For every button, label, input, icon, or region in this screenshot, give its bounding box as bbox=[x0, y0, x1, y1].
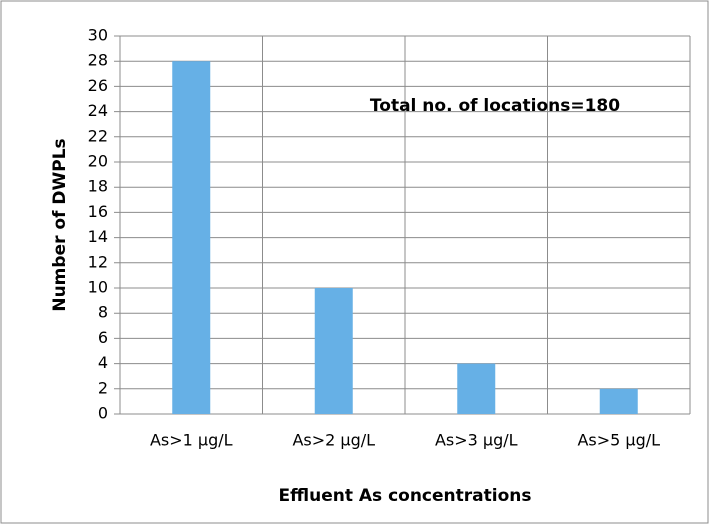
y-tick-label: 4 bbox=[98, 353, 108, 372]
bar bbox=[457, 363, 496, 414]
bar bbox=[172, 61, 211, 414]
y-tick-label: 6 bbox=[98, 328, 108, 347]
y-tick-label: 24 bbox=[88, 101, 108, 120]
y-tick-label: 0 bbox=[98, 404, 108, 423]
x-axis-title: Effluent As concentrations bbox=[279, 486, 532, 506]
y-axis-title: Number of DWPLs bbox=[50, 138, 70, 311]
bar bbox=[314, 288, 353, 414]
y-tick-label: 30 bbox=[88, 26, 108, 45]
y-tick-label: 12 bbox=[88, 252, 108, 271]
y-tick-label: 16 bbox=[88, 202, 108, 221]
y-tick-label: 26 bbox=[88, 76, 108, 95]
y-tick-label: 22 bbox=[88, 126, 108, 145]
annotation: Total no. of locations=180 bbox=[370, 96, 620, 116]
y-tick-label: 10 bbox=[88, 278, 108, 297]
y-tick-label: 18 bbox=[88, 177, 108, 196]
x-tick-label: As>5 µg/L bbox=[577, 431, 660, 450]
y-tick-label: 28 bbox=[88, 51, 108, 70]
y-tick-label: 2 bbox=[98, 378, 108, 397]
x-tick-label: As>3 µg/L bbox=[435, 431, 518, 450]
y-tick-label: 20 bbox=[88, 152, 108, 171]
y-tick-label: 14 bbox=[88, 227, 108, 246]
bar bbox=[599, 388, 638, 414]
x-tick-label: As>1 µg/L bbox=[150, 431, 233, 450]
x-tick-label: As>2 µg/L bbox=[292, 431, 375, 450]
y-tick-label: 8 bbox=[98, 303, 108, 322]
